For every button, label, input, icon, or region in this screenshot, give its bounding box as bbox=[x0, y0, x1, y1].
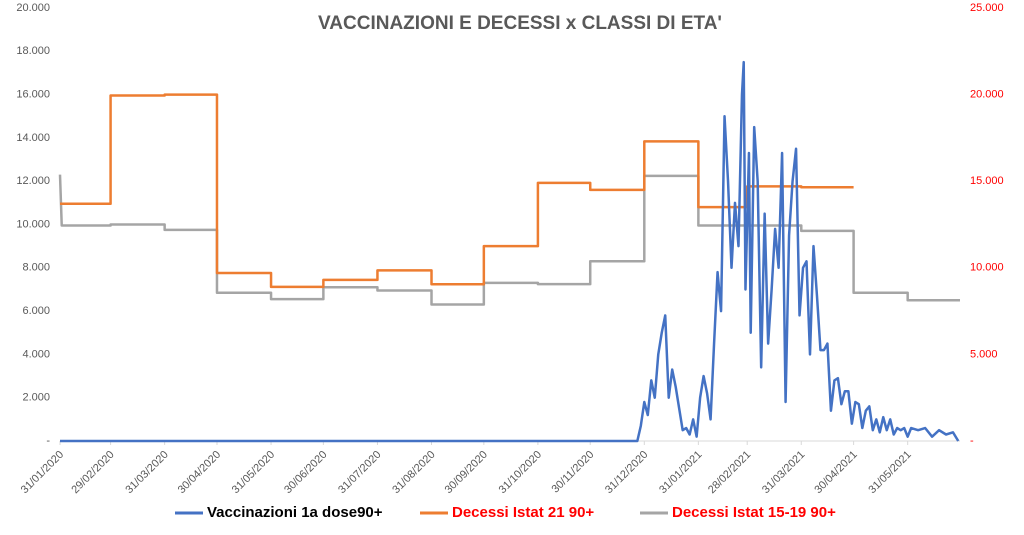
y-tick-label: - bbox=[46, 435, 50, 447]
legend-label: Decessi Istat 21 90+ bbox=[452, 504, 594, 521]
y-tick-label: 8.000 bbox=[22, 262, 50, 274]
y-tick-label: 4.000 bbox=[22, 348, 50, 360]
y-tick-label: 6.000 bbox=[22, 305, 50, 317]
y2-tick-label: 15.000 bbox=[970, 175, 1004, 187]
series-line bbox=[60, 93, 854, 289]
y-tick-label: 20.000 bbox=[16, 2, 50, 14]
y2-tick-label: 5.000 bbox=[970, 348, 998, 360]
legend-label: Vaccinazioni 1a dose90+ bbox=[207, 504, 383, 521]
y-tick-label: 14.000 bbox=[16, 132, 50, 144]
y2-tick-label: - bbox=[970, 435, 974, 447]
y-tick-label: 10.000 bbox=[16, 218, 50, 230]
series-line bbox=[58, 174, 960, 306]
series-line bbox=[60, 60, 960, 443]
y-tick-label: 16.000 bbox=[16, 89, 50, 101]
chart-title: VACCINAZIONI E DECESSI x CLASSI DI ETA' bbox=[318, 13, 722, 34]
y-tick-label: 12.000 bbox=[16, 175, 50, 187]
legend-label: Decessi Istat 15-19 90+ bbox=[672, 504, 836, 521]
y2-tick-label: 20.000 bbox=[970, 89, 1004, 101]
y2-tick-label: 10.000 bbox=[970, 262, 1004, 274]
y2-tick-label: 25.000 bbox=[970, 2, 1004, 14]
y-tick-label: 2.000 bbox=[22, 392, 50, 404]
y-tick-label: 18.000 bbox=[16, 45, 50, 57]
